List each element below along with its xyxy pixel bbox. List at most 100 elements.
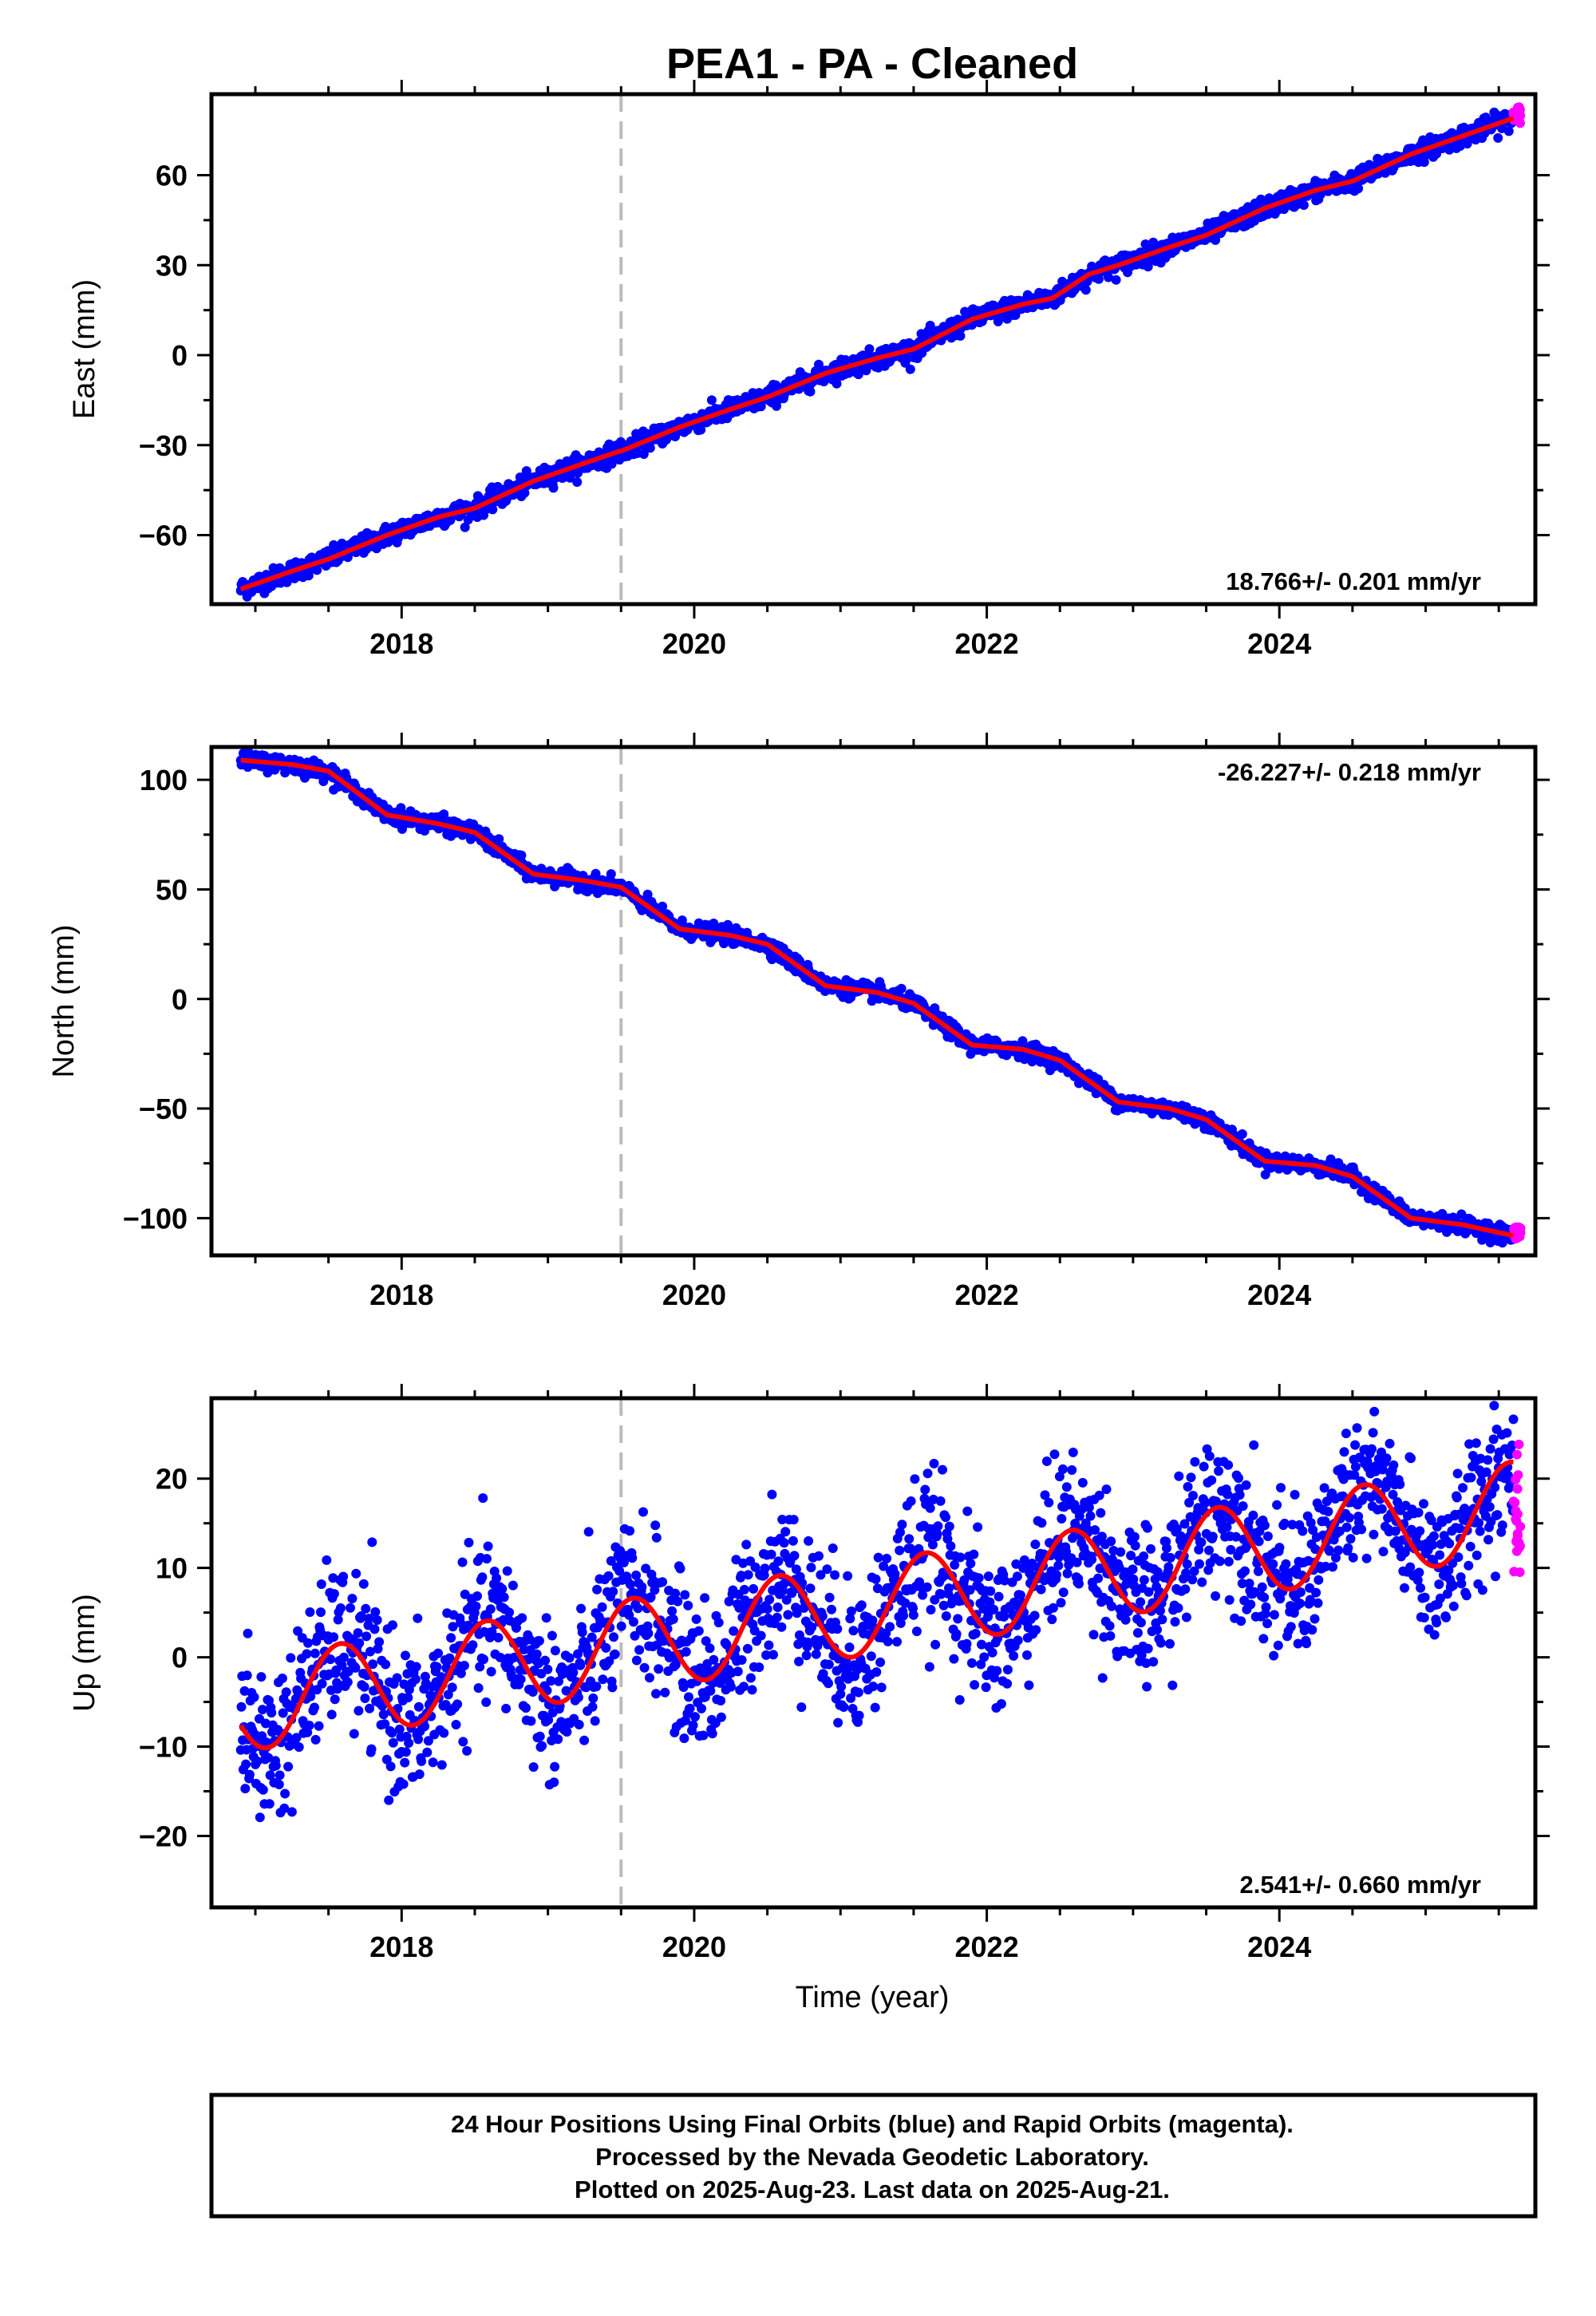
up-final-point xyxy=(401,1650,410,1661)
up-final-point xyxy=(439,1728,449,1738)
up-final-point xyxy=(360,1694,370,1703)
north-x-tick-label: 2024 xyxy=(1247,1279,1311,1311)
up-final-point xyxy=(283,1761,294,1772)
up-final-point xyxy=(264,1799,275,1809)
east-final-point xyxy=(1493,132,1503,143)
up-final-point xyxy=(688,1720,698,1730)
up-final-point xyxy=(562,1727,572,1737)
up-final-point xyxy=(590,1716,600,1726)
up-final-point xyxy=(256,1672,267,1682)
up-final-point xyxy=(680,1590,690,1600)
up-final-point xyxy=(675,1563,685,1574)
north-final-point xyxy=(397,824,407,834)
up-final-point xyxy=(369,1624,380,1634)
east-frame xyxy=(209,92,1538,607)
up-final-point xyxy=(685,1703,695,1713)
east-final-point xyxy=(460,522,470,532)
up-final-point xyxy=(616,1621,626,1631)
north-final-point xyxy=(494,834,504,844)
up-final-point xyxy=(747,1685,757,1695)
up-final-point xyxy=(437,1760,447,1770)
up-final-point xyxy=(673,1596,683,1607)
up-final-point xyxy=(531,1649,542,1659)
up-final-point xyxy=(316,1579,326,1589)
east-final-point xyxy=(519,488,530,498)
east-final-point xyxy=(1080,285,1091,295)
up-final-point xyxy=(756,1630,766,1641)
north-final-point xyxy=(658,901,668,911)
up-final-point xyxy=(361,1631,372,1642)
up-final-point xyxy=(754,1662,764,1673)
up-final-point xyxy=(610,1649,620,1659)
up-final-point xyxy=(428,1757,438,1768)
east-rate-label: 18.766+/- 0.201 mm/yr xyxy=(1226,567,1481,595)
up-final-point xyxy=(240,1784,251,1794)
north-y-tick-label: −100 xyxy=(123,1202,188,1235)
up-final-point xyxy=(401,1747,411,1757)
east-final-point xyxy=(805,386,816,397)
east-rapid-points xyxy=(1508,102,1526,128)
east-final-point xyxy=(1010,310,1021,320)
north-y-tick-label: −50 xyxy=(139,1093,188,1125)
east-final-point xyxy=(572,477,583,487)
up-final-point xyxy=(698,1730,709,1741)
east-final-point xyxy=(993,316,1003,326)
up-final-point xyxy=(681,1646,691,1657)
north-final-point xyxy=(642,889,653,899)
up-final-point xyxy=(242,1670,252,1681)
up-final-point xyxy=(346,1603,355,1613)
north-y-tick-label: 50 xyxy=(156,873,188,906)
east-final-point xyxy=(548,483,559,493)
up-final-point xyxy=(398,1779,409,1789)
up-final-point xyxy=(414,1769,425,1780)
up-final-point xyxy=(668,1614,678,1624)
up-final-point xyxy=(543,1664,553,1674)
up-final-point xyxy=(726,1682,736,1692)
up-final-point xyxy=(367,1537,377,1547)
up-final-point xyxy=(384,1795,394,1805)
east-y-tick-label: 30 xyxy=(156,249,188,282)
up-final-point xyxy=(241,1759,251,1769)
up-final-point xyxy=(707,1729,717,1739)
east-model-line xyxy=(239,116,1515,592)
up-final-point xyxy=(716,1696,726,1705)
up-final-point xyxy=(457,1557,468,1567)
up-final-point xyxy=(258,1705,267,1715)
east-final-point xyxy=(955,330,966,341)
up-final-point xyxy=(374,1637,385,1647)
up-final-point xyxy=(410,1674,421,1685)
up-final-point xyxy=(277,1674,287,1683)
up-final-point xyxy=(400,1757,410,1768)
up-final-point xyxy=(294,1742,304,1753)
up-final-point xyxy=(403,1693,413,1703)
up-final-point xyxy=(741,1539,752,1550)
up-final-point xyxy=(492,1573,502,1583)
north-x-tick-label: 2020 xyxy=(662,1279,726,1311)
up-final-point xyxy=(588,1693,598,1703)
up-final-point xyxy=(705,1643,715,1654)
up-final-point xyxy=(598,1674,608,1685)
up-final-point xyxy=(651,1689,661,1699)
up-final-point xyxy=(316,1607,326,1618)
up-final-point xyxy=(528,1762,539,1773)
up-final-point xyxy=(508,1580,518,1591)
up-final-point xyxy=(413,1734,424,1745)
up-final-point xyxy=(564,1653,575,1663)
up-final-point xyxy=(303,1638,313,1648)
up-final-point xyxy=(280,1788,290,1799)
up-final-point xyxy=(366,1744,377,1754)
east-final-point xyxy=(864,344,875,354)
up-final-point xyxy=(693,1626,704,1636)
up-final-point xyxy=(310,1734,321,1745)
east-final-point xyxy=(645,443,655,453)
up-final-point xyxy=(493,1633,504,1642)
up-final-point xyxy=(502,1566,512,1576)
east-y-tick-label: 0 xyxy=(172,339,188,372)
east-final-point xyxy=(706,395,717,405)
up-final-point xyxy=(417,1756,427,1766)
up-final-point xyxy=(501,1703,512,1713)
up-final-point xyxy=(381,1659,391,1670)
up-final-point xyxy=(683,1600,693,1611)
up-final-point xyxy=(462,1745,472,1756)
